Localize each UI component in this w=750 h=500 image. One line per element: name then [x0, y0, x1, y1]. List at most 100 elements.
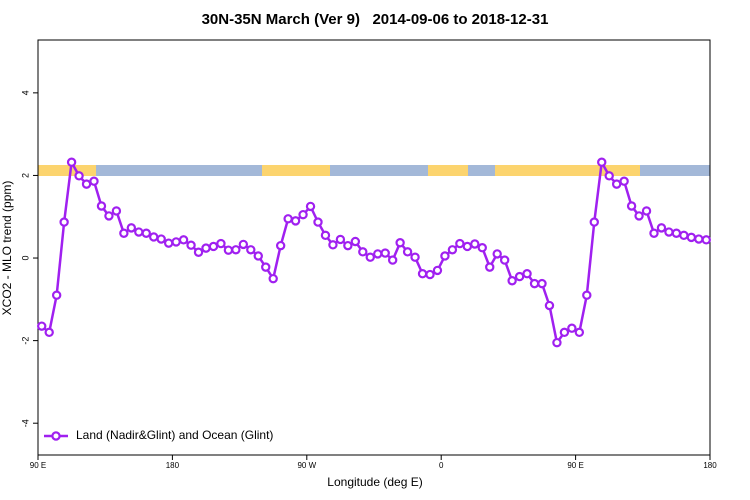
data-point: [328, 240, 338, 250]
data-point: [559, 327, 570, 338]
data-point: [470, 239, 480, 249]
y-tick-label: -2: [20, 337, 30, 345]
data-point: [626, 201, 637, 211]
data-point: [365, 252, 375, 262]
data-point: [231, 245, 241, 255]
data-point: [283, 214, 293, 224]
data-point: [66, 157, 77, 167]
data-point: [238, 239, 249, 250]
data-point: [485, 262, 495, 272]
y-tick-label: 4: [20, 90, 30, 95]
data-point: [89, 176, 99, 186]
data-point: [447, 245, 458, 255]
data-point: [529, 278, 540, 289]
x-tick-label: 90 E: [567, 461, 583, 470]
data-point: [589, 217, 599, 227]
data-point: [104, 211, 114, 221]
data-point: [425, 269, 435, 280]
data-point: [499, 255, 510, 265]
ocean-band: [38, 165, 710, 176]
data-point: [410, 252, 420, 262]
data-point: [74, 171, 84, 181]
data-point: [223, 245, 234, 255]
data-point: [44, 327, 54, 338]
data-point: [417, 269, 428, 279]
data-point: [51, 290, 62, 300]
x-tick-label: 90 W: [297, 461, 316, 470]
data-point: [611, 179, 622, 189]
data-point: [649, 228, 659, 238]
data-point: [387, 255, 398, 265]
data-point: [671, 228, 682, 238]
data-point: [686, 232, 697, 243]
land-band: [428, 165, 468, 176]
data-point: [320, 230, 331, 241]
data-point: [679, 230, 689, 241]
land-band: [38, 165, 96, 176]
x-axis-label: Longitude (deg E): [327, 475, 422, 489]
data-point: [149, 232, 159, 242]
data-point: [81, 179, 92, 189]
data-point: [477, 243, 487, 253]
data-point: [694, 234, 704, 244]
data-point: [537, 278, 547, 289]
data-point: [208, 241, 219, 252]
data-point: [253, 251, 263, 261]
data-point: [275, 240, 286, 251]
legend-label: Land (Nadir&Glint) and Ocean (Glint): [76, 428, 273, 442]
data-point: [582, 290, 592, 300]
data-point: [574, 327, 585, 338]
data-point: [141, 228, 151, 238]
data-point: [656, 223, 667, 233]
data-point: [641, 206, 652, 216]
data-point: [380, 248, 390, 258]
x-tick-label: 90 E: [30, 461, 46, 470]
chart-title: 30N-35N March (Ver 9) 2014-09-06 to 2018…: [202, 11, 549, 28]
data-point: [544, 300, 555, 311]
data-point: [268, 273, 278, 284]
data-point: [246, 245, 256, 255]
x-tick-label: 180: [703, 461, 717, 470]
plot-frame: [37, 39, 711, 456]
data-point: [335, 234, 346, 245]
data-point: [634, 211, 644, 221]
x-tick-label: 180: [166, 461, 180, 470]
data-point: [373, 249, 383, 259]
data-point: [701, 235, 711, 245]
data-point: [358, 247, 368, 257]
data-point: [343, 240, 353, 251]
data-point: [552, 337, 562, 348]
data-point: [455, 238, 465, 249]
data-point: [440, 251, 450, 261]
data-point: [37, 321, 47, 331]
data-point: [462, 241, 473, 252]
data-point: [567, 323, 577, 333]
data-point: [619, 176, 629, 186]
data-point: [156, 234, 166, 244]
legend-marker: [51, 431, 61, 441]
data-point: [178, 235, 189, 245]
data-point: [522, 269, 532, 279]
data-point: [298, 209, 308, 220]
y-axis-label: XCO2 - MLO trend (ppm): [0, 181, 14, 316]
data-point: [171, 237, 181, 247]
data-point: [193, 247, 204, 257]
y-tick-label: 2: [20, 173, 30, 178]
data-point: [134, 227, 144, 237]
data-point: [402, 247, 413, 257]
data-point: [59, 217, 69, 227]
data-point: [507, 276, 517, 286]
data-point: [305, 201, 316, 212]
data-point: [350, 236, 361, 247]
data-point: [119, 228, 129, 238]
data-point: [290, 216, 301, 226]
data-point: [261, 262, 271, 272]
surface-strip: [38, 165, 710, 176]
data-point: [216, 238, 226, 249]
data-point: [96, 201, 107, 211]
data-point: [514, 271, 525, 282]
data-point: [395, 238, 405, 248]
data-point: [664, 227, 674, 237]
land-band: [262, 165, 330, 176]
